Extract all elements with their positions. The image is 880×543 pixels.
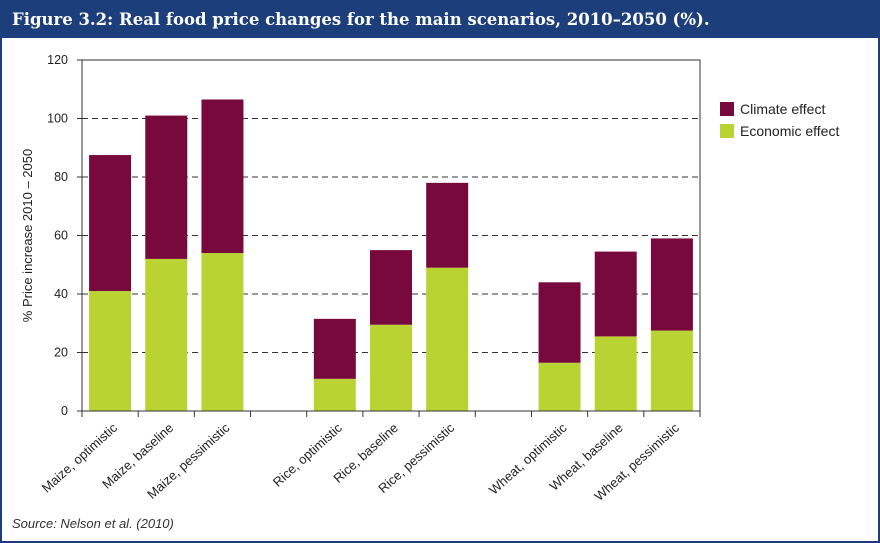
- bar-segment-economic-effect: [594, 336, 637, 411]
- bar-segment-economic-effect: [538, 362, 581, 411]
- bar-segment-economic-effect: [370, 324, 412, 411]
- bar-segment-climate-effect: [426, 182, 469, 268]
- bar-segment-climate-effect: [313, 318, 356, 379]
- y-tick-label: 60: [54, 229, 68, 243]
- title-bar: Figure 3.2: Real food price changes for …: [2, 2, 878, 38]
- legend-label: Economic effect: [740, 123, 839, 139]
- bar-segment-economic-effect: [89, 291, 132, 411]
- bar-segment-climate-effect: [650, 238, 693, 331]
- bar-segment-economic-effect: [426, 267, 469, 411]
- bar-segment-climate-effect: [538, 282, 581, 363]
- bar-segment-economic-effect: [313, 378, 356, 411]
- figure-title: Figure 3.2: Real food price changes for …: [12, 10, 710, 29]
- bar-segment-economic-effect: [201, 253, 244, 411]
- bar-segment-climate-effect: [201, 99, 244, 254]
- plot-border: [81, 59, 701, 412]
- y-tick-label: 80: [54, 170, 68, 184]
- y-tick-label: 40: [54, 287, 68, 301]
- bar-segment-economic-effect: [650, 330, 693, 411]
- source-note: Source: Nelson et al. (2010): [12, 516, 174, 531]
- bar-segment-economic-effect: [145, 258, 188, 411]
- legend-label: Climate effect: [740, 101, 825, 117]
- bar-segment-climate-effect: [594, 251, 637, 337]
- y-tick-label: 20: [54, 346, 68, 360]
- bar-segment-climate-effect: [145, 115, 188, 259]
- y-tick-label: 0: [61, 404, 68, 418]
- y-axis-label: % Price increase 2010 – 2050: [20, 149, 35, 322]
- legend-swatch: [720, 102, 734, 116]
- bar-segment-climate-effect: [89, 155, 132, 292]
- y-tick-label: 120: [47, 53, 68, 67]
- bar-segment-climate-effect: [370, 250, 412, 325]
- legend-swatch: [720, 124, 734, 138]
- y-tick-label: 100: [47, 112, 68, 126]
